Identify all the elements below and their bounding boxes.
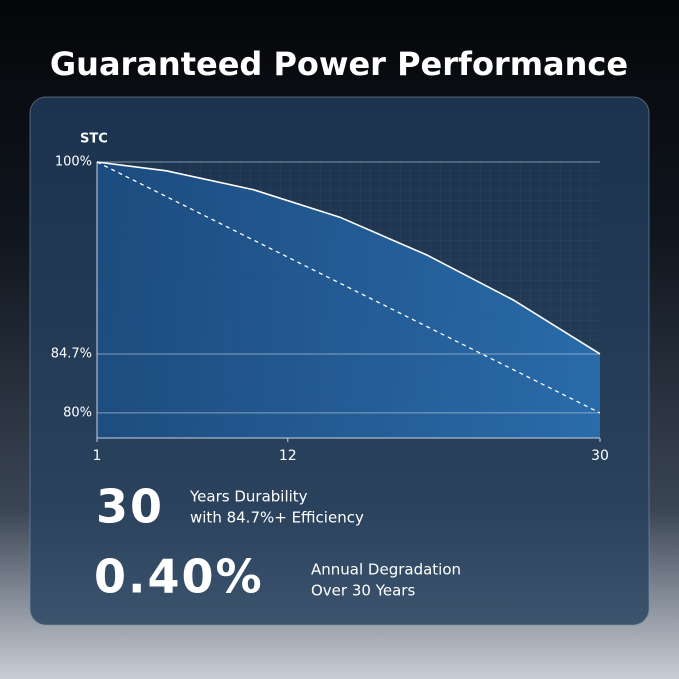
series-line: [96, 161, 601, 414]
stat-text: Years Durability: [189, 488, 308, 506]
y-tick-label: 80%: [63, 405, 92, 420]
stat-text: Over 30 Years: [311, 582, 415, 600]
x-tick-label: 1: [93, 448, 102, 464]
stat-text: Annual Degradation: [311, 561, 461, 579]
series-line: [96, 161, 601, 355]
stat-value: 30: [96, 480, 164, 534]
y-tick-label: 84.7%: [51, 346, 92, 361]
chart-title: Guaranteed Power Performance: [50, 45, 628, 83]
x-tick-label: 12: [279, 448, 297, 464]
area-fill: [97, 162, 600, 438]
stat-value: 0.40%: [94, 550, 264, 604]
stat-text: with 84.7%+ Efficiency: [190, 509, 364, 527]
y-tick-label: 100%: [55, 155, 92, 170]
y-axis-label: STC: [80, 132, 108, 147]
x-tick-label: 30: [591, 448, 609, 464]
